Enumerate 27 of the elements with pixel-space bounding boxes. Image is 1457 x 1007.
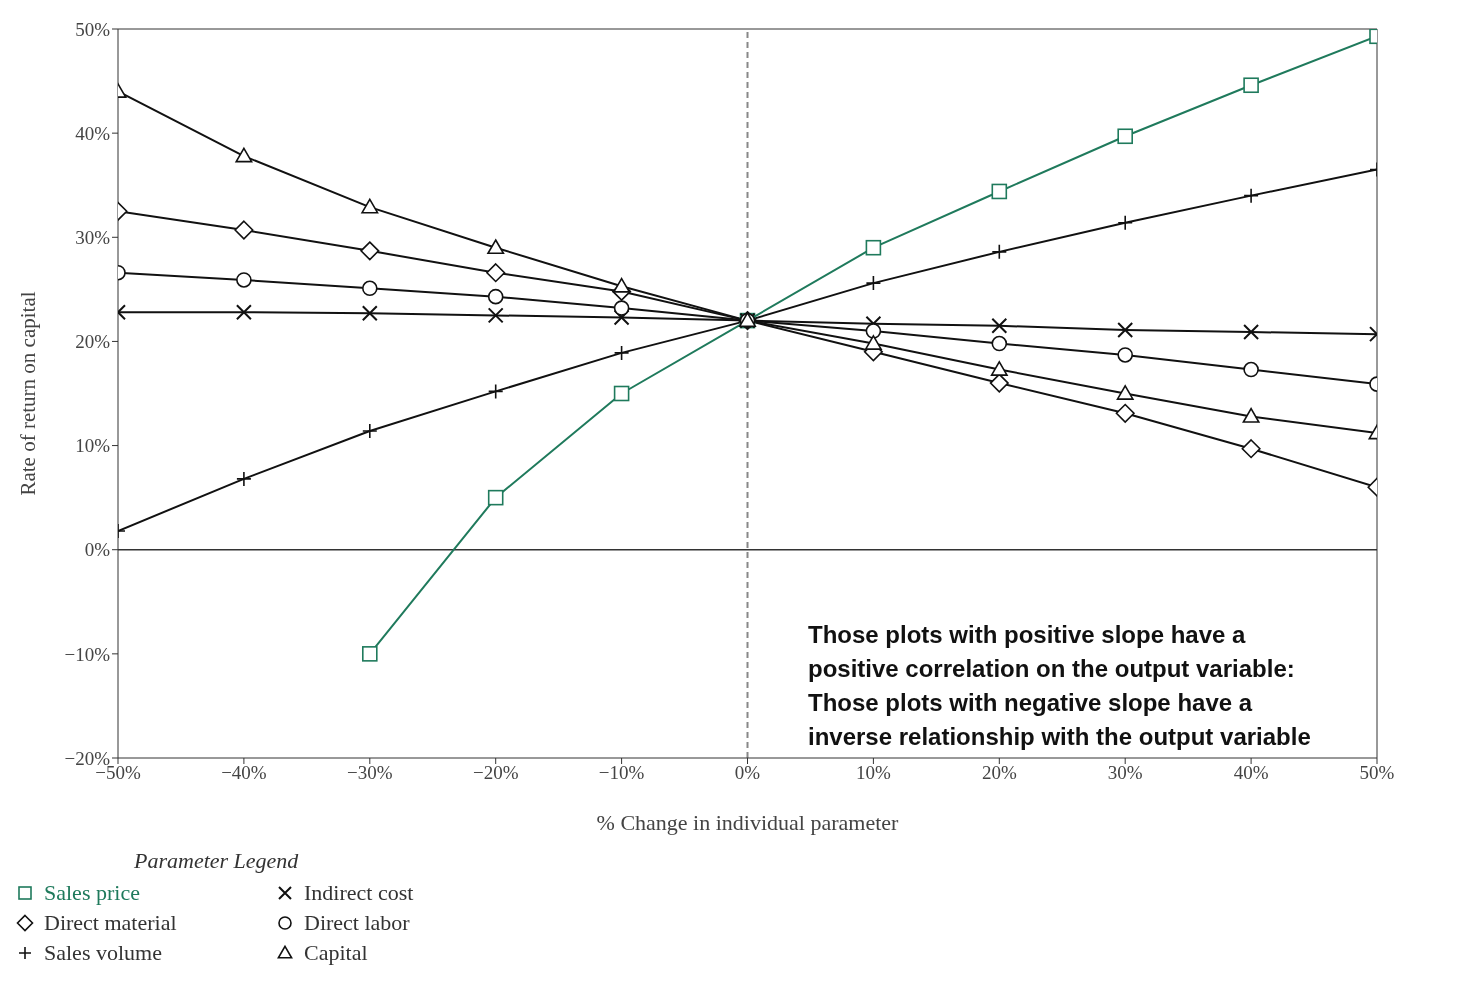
x-tick-label: 0% (734, 762, 761, 784)
x-tick-label: −10% (598, 762, 645, 784)
x-tick-label: −40% (221, 762, 267, 784)
legend-label: Direct labor (304, 910, 410, 936)
y-tick-label: 40% (75, 122, 111, 144)
annotation: Those plots with positive slope have a positive correlation on the output variable: Those plots with negative slope have a inverse relationship with the output variable (808, 620, 1312, 752)
x-tick-label: 10% (855, 762, 891, 784)
legend-label: Sales volume (44, 940, 162, 966)
legend-label: Sales price (44, 880, 140, 906)
y-tick-label: 30% (75, 227, 111, 249)
legend-label: Capital (304, 940, 368, 966)
y-axis-title: Rate of return on capital (16, 291, 41, 496)
x-tick-label: 50% (1359, 762, 1395, 784)
legend-label: Indirect cost (304, 880, 414, 906)
y-tick-label: 10% (75, 435, 111, 457)
y-tick-label: 50% (75, 18, 111, 40)
legend-label: Direct material (44, 910, 177, 936)
x-axis-title: % Change in individual parameter (596, 810, 900, 835)
x-tick-label: 20% (981, 762, 1017, 784)
x-tick-label: −20% (472, 762, 519, 784)
y-tick-label: 20% (75, 331, 111, 353)
y-tick-label: −10% (64, 643, 111, 665)
x-tick-label: −30% (347, 762, 393, 784)
x-tick-label: 30% (1107, 762, 1143, 784)
y-tick-label: 0% (84, 539, 111, 561)
legend-title: Parameter Legend (134, 848, 300, 874)
x-tick-label: 40% (1233, 762, 1269, 784)
